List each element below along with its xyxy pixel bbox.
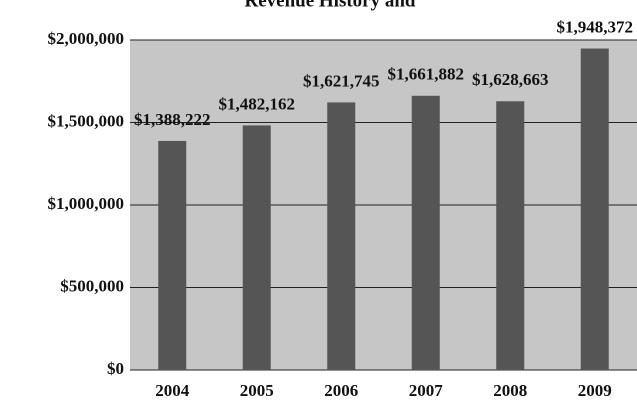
y-tick-label: $1,000,000 [48,194,125,213]
value-label: $1,661,882 [388,65,465,84]
y-tick-label: $2,000,000 [48,29,125,48]
value-label: $1,388,222 [134,110,211,129]
y-tick-label: $500,000 [60,276,124,295]
bar [242,125,271,370]
bar [496,101,525,371]
y-tick-label: $1,500,000 [48,111,125,130]
x-tick-label: 2008 [493,381,527,400]
value-label: $1,948,372 [557,17,634,36]
bar [327,102,356,370]
value-label: $1,482,162 [219,94,296,113]
bar [158,140,187,370]
value-label: $1,621,745 [303,71,380,90]
x-tick-label: 2004 [155,381,190,400]
x-tick-label: 2006 [324,381,358,400]
bar [411,95,440,371]
x-tick-label: 2007 [409,381,444,400]
chart-title: Revenue History and [245,0,416,11]
bar [580,48,609,371]
y-tick-label: $0 [107,359,124,378]
value-label: $1,628,663 [472,70,549,89]
x-tick-label: 2005 [240,381,274,400]
x-tick-label: 2009 [578,381,612,400]
